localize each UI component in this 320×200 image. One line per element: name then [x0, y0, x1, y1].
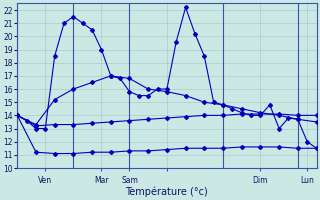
X-axis label: Température (°c): Température (°c) [125, 186, 208, 197]
